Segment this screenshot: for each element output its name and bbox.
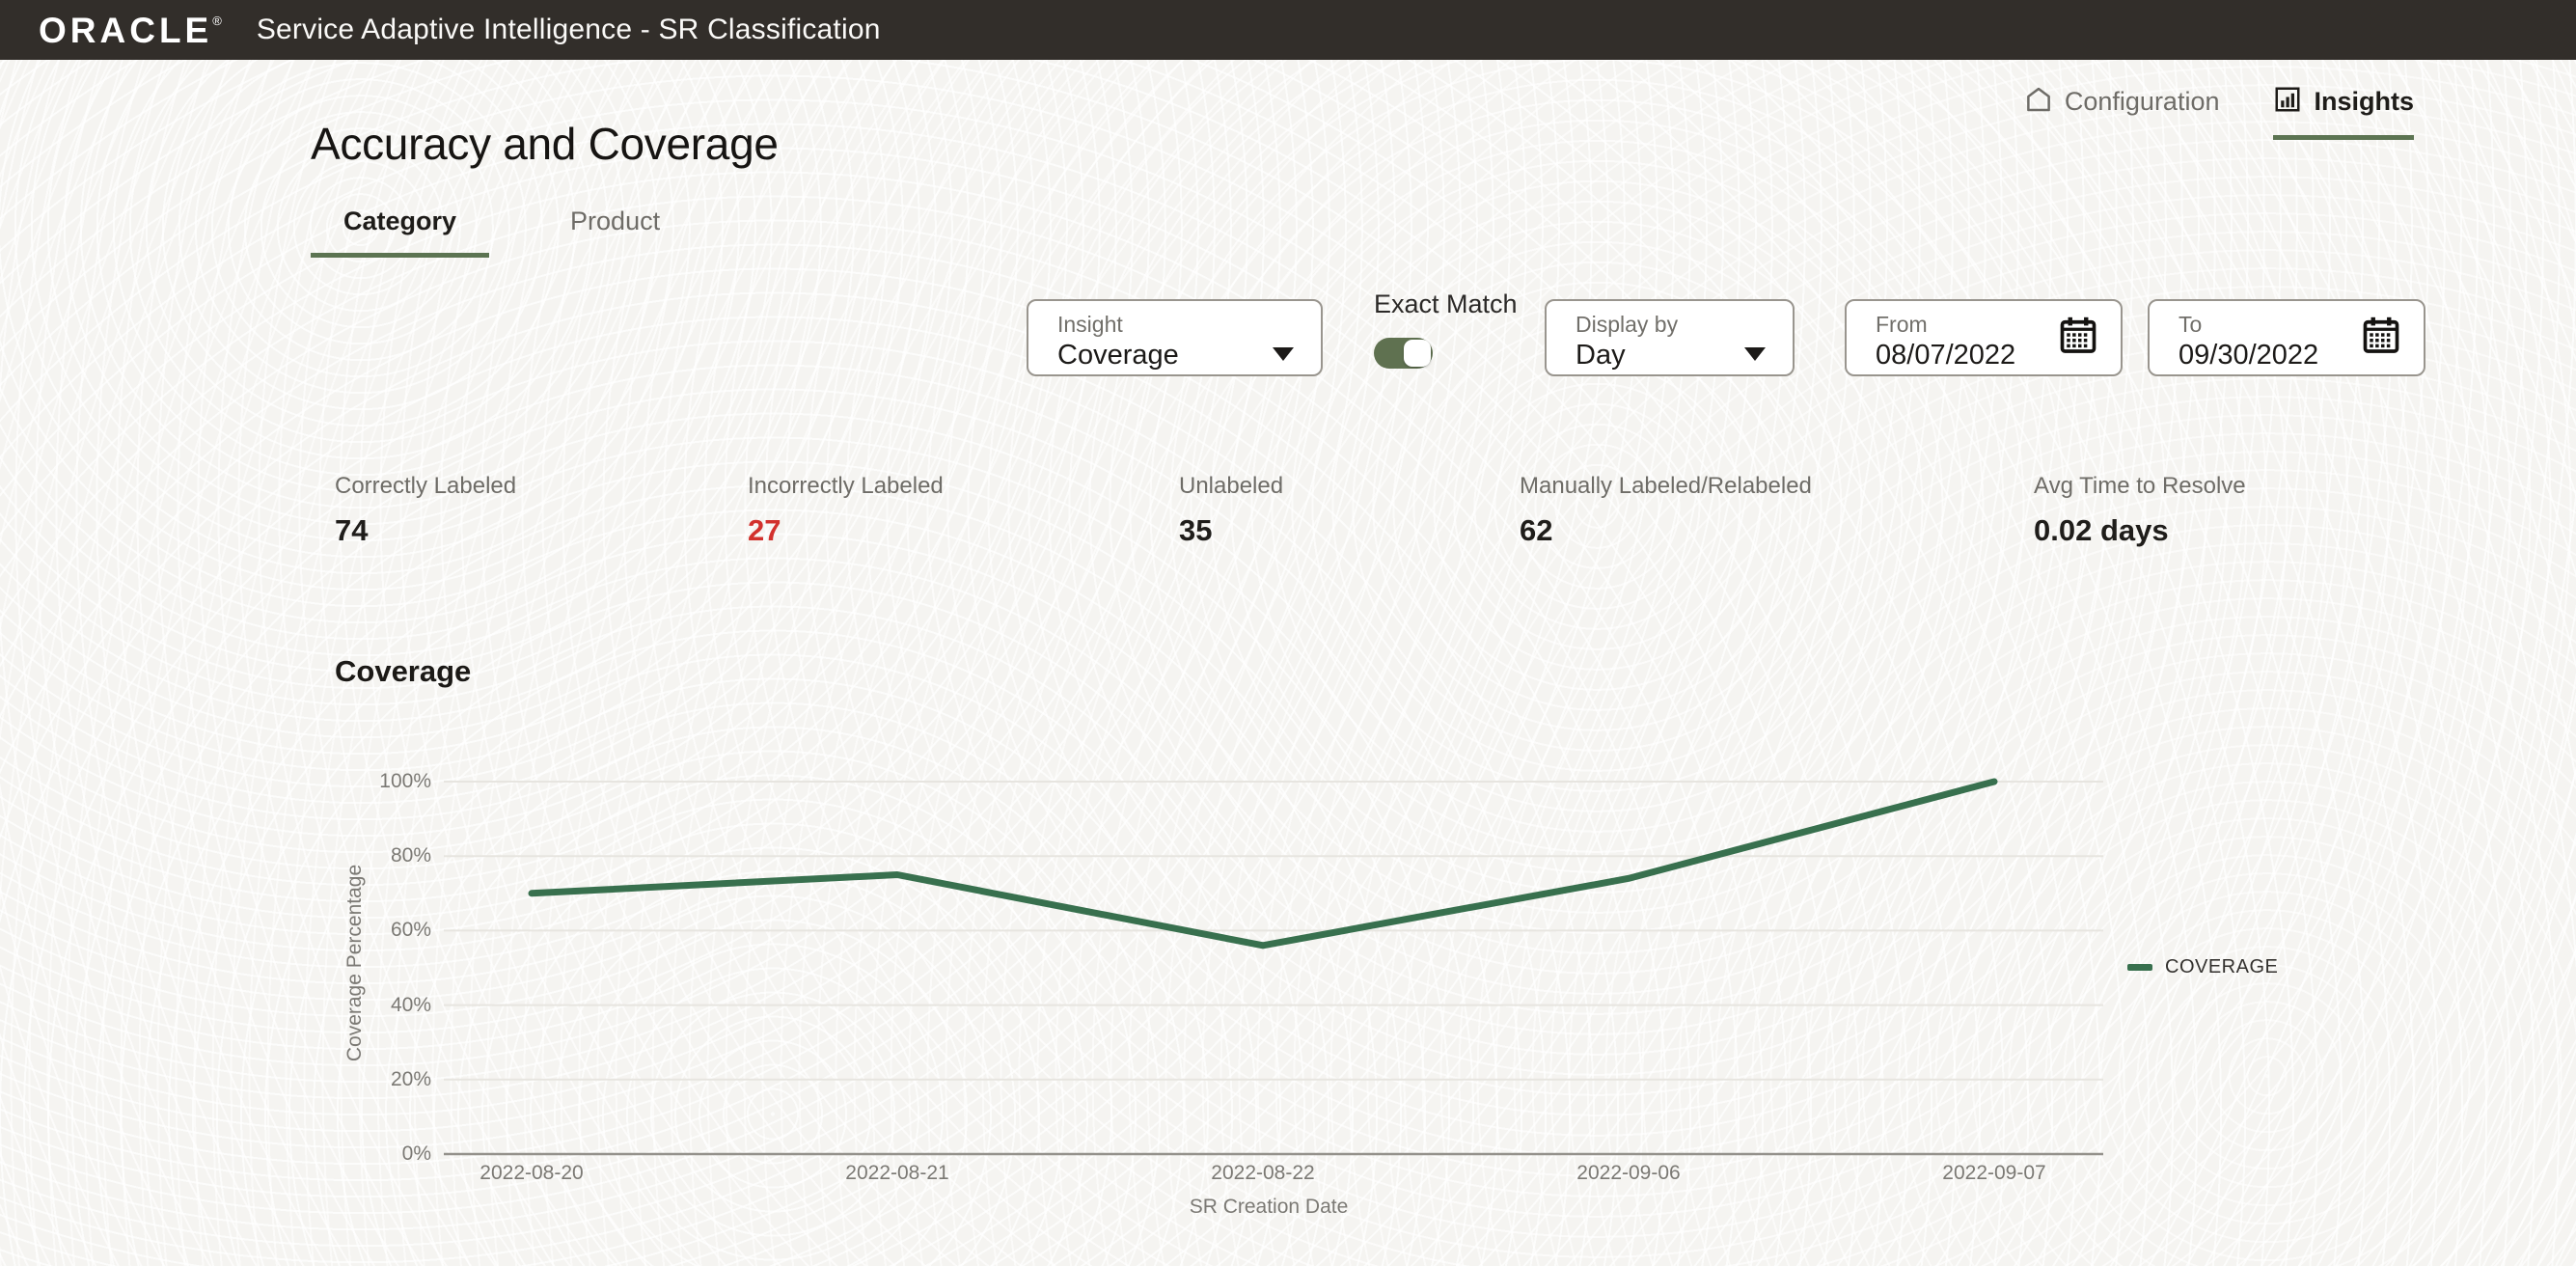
tab-category[interactable]: Category xyxy=(311,206,490,258)
metric-unlabeled: Unlabeled 35 xyxy=(1179,473,1283,548)
metric-avg-time-to-resolve: Avg Time to Resolve 0.02 days xyxy=(2034,473,2246,548)
metric-correctly-labeled: Correctly Labeled 74 xyxy=(335,473,516,548)
nav-insights[interactable]: Insights xyxy=(2273,85,2414,140)
legend-swatch xyxy=(2127,963,2152,971)
y-axis-ticks: 0% 20% 40% 60% 80% 100% xyxy=(222,767,431,1172)
from-date-label: From xyxy=(1876,312,1928,337)
app-title: Service Adaptive Intelligence - SR Class… xyxy=(256,14,881,45)
registered-mark: ® xyxy=(212,13,222,28)
metric-value: 62 xyxy=(1520,513,1553,547)
metric-value: 74 xyxy=(335,513,369,547)
exact-match-label: Exact Match xyxy=(1374,289,1518,318)
from-date-value: 08/07/2022 xyxy=(1876,340,2016,371)
from-date-field[interactable]: From 08/07/2022 xyxy=(1845,299,2123,376)
tab-product[interactable]: Product xyxy=(570,206,661,235)
exact-match-control: Exact Match xyxy=(1374,289,1518,369)
metric-label: Manually Labeled/Relabeled xyxy=(1520,473,1812,499)
bar-chart-icon xyxy=(2273,85,2302,119)
nav-insights-label: Insights xyxy=(2314,87,2414,116)
calendar-icon[interactable] xyxy=(2360,315,2402,362)
y-axis-tick: 100% xyxy=(379,770,431,792)
x-axis-tick: 2022-08-20 xyxy=(480,1162,584,1184)
metric-value: 27 xyxy=(748,513,781,547)
toggle-knob xyxy=(1404,340,1431,367)
home-icon xyxy=(2024,85,2053,119)
chart-line-coverage xyxy=(528,778,1998,950)
coverage-section-title: Coverage xyxy=(335,654,472,688)
oracle-logo: ORACLE® xyxy=(39,10,222,50)
nav-configuration-label: Configuration xyxy=(2064,87,2220,116)
metric-label: Avg Time to Resolve xyxy=(2034,473,2246,499)
page-title: Accuracy and Coverage xyxy=(311,119,779,169)
display-by-select[interactable]: Display by Day xyxy=(1545,299,1795,376)
y-axis-tick: 20% xyxy=(390,1067,431,1090)
x-axis-tick: 2022-09-07 xyxy=(1942,1162,2046,1184)
insight-select-label: Insight xyxy=(1057,312,1123,337)
x-axis-tick: 2022-08-21 xyxy=(845,1162,949,1184)
coverage-chart: Coverage Percentage 0% 20% 40% 60% 80% 100% 2… xyxy=(0,767,2576,1250)
tab-bar: Category Product xyxy=(311,206,693,258)
app-header: ORACLE® Service Adaptive Intelligence - … xyxy=(0,0,2576,60)
insight-select-value: Coverage xyxy=(1057,340,1179,371)
x-axis-tick: 2022-08-22 xyxy=(1211,1162,1315,1184)
display-by-select-value: Day xyxy=(1576,340,1626,371)
nav-configuration[interactable]: Configuration xyxy=(2024,85,2220,140)
y-axis-tick: 40% xyxy=(390,993,431,1016)
metric-label: Correctly Labeled xyxy=(335,473,517,499)
coverage-chart-svg xyxy=(444,778,2103,1156)
exact-match-toggle[interactable] xyxy=(1374,338,1433,369)
calendar-icon[interactable] xyxy=(2057,315,2099,362)
to-date-field[interactable]: To 09/30/2022 xyxy=(2148,299,2425,376)
chevron-down-icon xyxy=(1273,347,1294,361)
insight-select[interactable]: Insight Coverage xyxy=(1027,299,1323,376)
metric-manually-labeled: Manually Labeled/Relabeled 62 xyxy=(1520,473,1812,548)
display-by-select-label: Display by xyxy=(1576,312,1679,337)
to-date-value: 09/30/2022 xyxy=(2179,340,2319,371)
legend-label: COVERAGE xyxy=(2165,955,2279,977)
y-axis-tick: 0% xyxy=(401,1142,431,1165)
to-date-label: To xyxy=(2179,312,2203,337)
metric-value: 0.02 days xyxy=(2034,513,2169,547)
chevron-down-icon xyxy=(1744,347,1766,361)
top-nav: Configuration Insights xyxy=(2024,85,2414,140)
x-axis-title: SR Creation Date xyxy=(1189,1196,1349,1218)
y-axis-tick: 60% xyxy=(390,919,431,942)
x-axis-ticks: 2022-08-20 2022-08-21 2022-08-22 2022-09-06… xyxy=(0,1162,2576,1191)
metric-incorrectly-labeled: Incorrectly Labeled 27 xyxy=(748,473,944,548)
metric-label: Unlabeled xyxy=(1179,473,1284,499)
chart-legend: COVERAGE xyxy=(2127,955,2278,978)
y-axis-tick: 80% xyxy=(390,844,431,867)
x-axis-tick: 2022-09-06 xyxy=(1576,1162,1681,1184)
metric-value: 35 xyxy=(1179,513,1213,547)
metric-label: Incorrectly Labeled xyxy=(748,473,944,499)
